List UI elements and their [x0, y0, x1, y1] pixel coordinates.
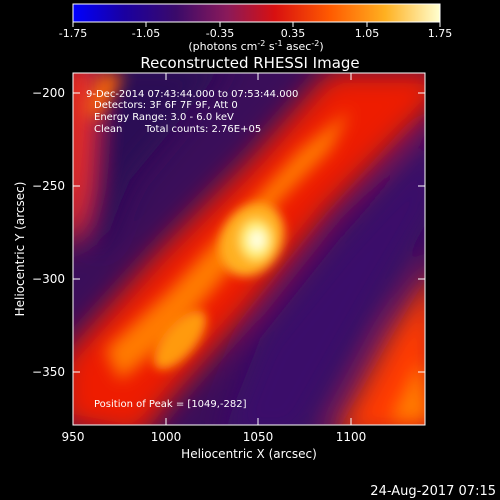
colorbar: -1.75 -1.05 -0.35 0.35 1.05 1.75 (photon… [59, 3, 453, 53]
annotation-block: 9-Dec-2014 07:43:44.000 to 07:53:44.000 … [86, 89, 298, 135]
heatmap-image [73, 73, 425, 425]
date-stamp: 24-Aug-2017 07:15 [370, 484, 496, 499]
y-tick-label: −200 [32, 86, 65, 100]
x-tick-label: 1050 [243, 430, 274, 444]
clean-label: Clean [94, 124, 122, 135]
y-axis-ticks [73, 92, 425, 373]
colorbar-gradient [72, 3, 441, 23]
energy-range-text: Energy Range: 3.0 - 6.0 keV [94, 112, 234, 123]
colorbar-tick-label: 0.35 [281, 27, 306, 40]
chart-title: Reconstructed RHESSI Image [140, 54, 359, 72]
x-axis-ticks [72, 73, 352, 425]
colorbar-ticks [72, 22, 441, 27]
time-range-text: 9-Dec-2014 07:43:44.000 to 07:53:44.000 [86, 89, 298, 100]
colorbar-tick-label: 1.05 [355, 27, 380, 40]
detectors-text: Detectors: 3F 6F 7F 9F, Att 0 [94, 100, 238, 111]
plot-frame [72, 72, 426, 426]
y-axis-label: Heliocentric Y (arcsec) [13, 182, 27, 317]
x-tick-label: 1100 [336, 430, 367, 444]
x-tick-label: 1000 [151, 430, 182, 444]
colorbar-tick-label: 1.75 [428, 27, 453, 40]
colorbar-unit-label: (photons cm-2 s-1 asec-2) [188, 39, 323, 53]
y-tick-label: −250 [32, 179, 65, 193]
x-tick-label: 950 [62, 430, 85, 444]
total-counts-text: Total counts: 2.76E+05 [144, 124, 261, 135]
peak-position-text: Position of Peak = [1049,-282] [94, 399, 247, 410]
colorbar-tick-label: -1.05 [132, 27, 160, 40]
x-axis-label: Heliocentric X (arcsec) [181, 447, 317, 461]
colorbar-tick-label: -0.35 [206, 27, 234, 40]
y-tick-label: −350 [32, 365, 65, 379]
y-tick-label: −300 [32, 272, 65, 286]
colorbar-tick-label: -1.75 [59, 27, 87, 40]
